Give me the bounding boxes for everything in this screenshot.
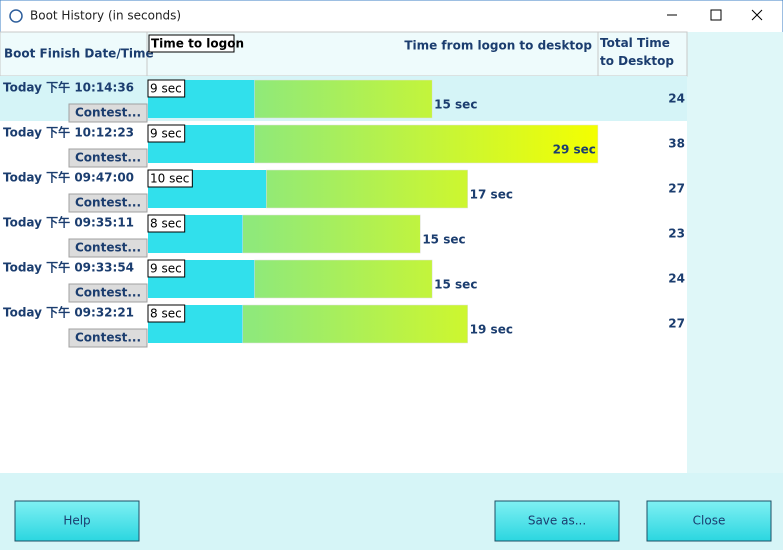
row-date: Today 下午 09:33:54 bbox=[3, 260, 134, 275]
close-label[interactable]: Close bbox=[693, 514, 726, 528]
logon-header-box bbox=[148, 34, 235, 53]
logon-label: 9 sec bbox=[150, 262, 182, 276]
desktop-label: 15 sec bbox=[434, 98, 477, 112]
contest-label[interactable]: Contest... bbox=[75, 331, 141, 345]
window-title: Boot History (in seconds) bbox=[30, 9, 181, 23]
desktop-bar bbox=[254, 79, 433, 119]
row-total: 27 bbox=[668, 317, 685, 331]
contest-label[interactable]: Contest... bbox=[75, 196, 141, 210]
desktop-bar bbox=[254, 259, 433, 299]
contest-button[interactable] bbox=[68, 193, 148, 213]
contest-label[interactable]: Contest... bbox=[75, 106, 141, 120]
help-label[interactable]: Help bbox=[63, 514, 90, 528]
row-total: 24 bbox=[668, 92, 685, 106]
row-date: Today 下午 09:47:00 bbox=[3, 170, 134, 185]
row-date: Today 下午 10:12:23 bbox=[3, 125, 134, 140]
logon-label: 9 sec bbox=[150, 127, 182, 141]
contest-button[interactable] bbox=[68, 238, 148, 258]
desktop-bar bbox=[254, 124, 599, 164]
row-total: 23 bbox=[668, 227, 685, 241]
logon-label: 8 sec bbox=[150, 217, 182, 231]
contest-label[interactable]: Contest... bbox=[75, 151, 141, 165]
contest-label[interactable]: Contest... bbox=[75, 286, 141, 300]
maximize[interactable] bbox=[710, 9, 722, 21]
row-total: 24 bbox=[668, 272, 685, 286]
header-desktop: Time from logon to desktop bbox=[404, 39, 592, 53]
contest-button[interactable] bbox=[68, 148, 148, 168]
logon-label-box bbox=[147, 304, 186, 323]
row-total: 27 bbox=[668, 182, 685, 196]
header-date: Boot Finish Date/Time bbox=[4, 47, 154, 61]
desktop-bar bbox=[266, 169, 468, 209]
desktop-bar bbox=[242, 214, 421, 254]
header-total: Total Time to Desktop bbox=[600, 36, 674, 68]
logon-label-box bbox=[147, 124, 186, 143]
logon-label-box bbox=[147, 259, 186, 278]
logon-label: 10 sec bbox=[150, 172, 189, 186]
save-label[interactable]: Save as... bbox=[528, 514, 586, 528]
app-icon bbox=[9, 9, 23, 23]
logon-label: 9 sec bbox=[150, 82, 182, 96]
row-total: 38 bbox=[668, 137, 685, 151]
header bbox=[0, 31, 688, 77]
help-button[interactable] bbox=[14, 500, 140, 542]
desktop-label: 15 sec bbox=[422, 233, 465, 247]
header-logon: Time to logon bbox=[151, 37, 244, 51]
row-date: Today 下午 10:14:36 bbox=[3, 80, 134, 95]
row-date: Today 下午 09:35:11 bbox=[3, 215, 134, 230]
desktop-bar bbox=[242, 304, 468, 344]
save-button[interactable] bbox=[494, 500, 620, 542]
header-total-box: Total Time to Desktop bbox=[600, 36, 674, 68]
close-x[interactable] bbox=[751, 9, 763, 21]
logon-label: 8 sec bbox=[150, 307, 182, 321]
contest-label[interactable]: Contest... bbox=[75, 241, 141, 255]
desktop-label: 15 sec bbox=[434, 278, 477, 292]
logon-label-box bbox=[147, 214, 186, 233]
contest-button[interactable] bbox=[68, 283, 148, 303]
logon-label-box bbox=[147, 79, 186, 98]
logon-label-box bbox=[147, 169, 193, 188]
desktop-label: 19 sec bbox=[470, 323, 513, 337]
row-date: Today 下午 09:32:21 bbox=[3, 305, 134, 320]
close-button[interactable] bbox=[646, 500, 772, 542]
desktop-label: 29 sec bbox=[553, 143, 596, 157]
contest-button[interactable] bbox=[68, 328, 148, 348]
contest-button[interactable] bbox=[68, 103, 148, 123]
desktop-label: 17 sec bbox=[470, 188, 513, 202]
